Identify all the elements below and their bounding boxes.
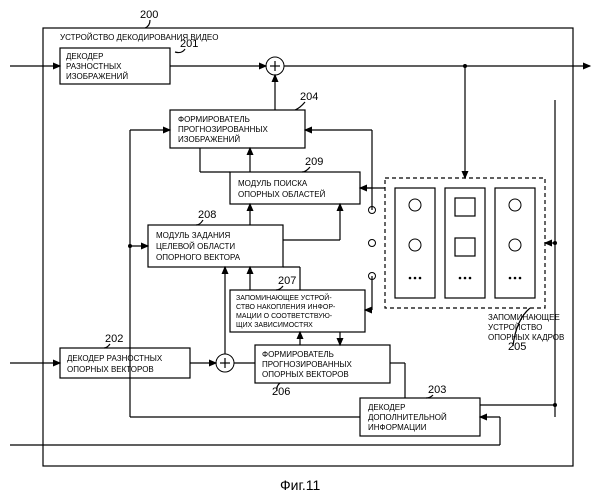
ref-202: 202 — [105, 333, 123, 345]
b206-l2: ПРОГНОЗИРОВАННЫХ — [262, 360, 352, 369]
b205-l2: УСТРОЙСТВО — [488, 323, 542, 332]
b202-l2: ОПОРНЫХ ВЕКТОРОВ — [67, 365, 154, 374]
b207-l3: МАЦИИ О СООТВЕТСТВУЮ- — [236, 313, 333, 320]
b209-l1: МОДУЛЬ ПОИСКА — [238, 179, 308, 188]
b208-l1: МОДУЛЬ ЗАДАНИЯ — [156, 231, 230, 240]
b209-l2: ОПОРНЫХ ОБЛАСТЕЙ — [238, 190, 326, 199]
ref-206: 206 — [272, 386, 290, 398]
b201-l1: ДЕКОДЕР — [66, 52, 103, 61]
ref-204: 204 — [300, 91, 318, 103]
ref-203: 203 — [428, 384, 446, 396]
ref-205: 205 — [508, 341, 526, 353]
b201-l3: ИЗОБРАЖЕНИЙ — [66, 72, 128, 81]
block-209 — [230, 172, 360, 204]
b204-l1: ФОРМИРОВАТЕЛЬ — [178, 115, 250, 124]
b207-l4: ЩИХ ЗАВИСИМОСТЯХ — [236, 322, 313, 329]
b206-l3: ОПОРНЫХ ВЕКТОРОВ — [262, 370, 349, 379]
b207-l2: СТВО НАКОПЛЕНИЯ ИНФОР- — [236, 304, 336, 311]
ref-207: 207 — [278, 275, 296, 287]
b208-l3: ОПОРНОГО ВЕКТОРА — [156, 253, 241, 262]
figure-caption: Фиг.11 — [280, 477, 320, 493]
ref-208: 208 — [198, 209, 216, 221]
b203-l3: ИНФОРМАЦИИ — [368, 423, 427, 432]
b202-l1: ДЕКОДЕР РАЗНОСТНЫХ — [67, 354, 163, 363]
b201-l2: РАЗНОСТНЫХ — [66, 62, 122, 71]
b203-l1: ДЕКОДЕР — [368, 403, 405, 412]
b207-l1: ЗАПОМИНАЮЩЕЕ УСТРОЙ- — [236, 293, 332, 302]
ref-201: 201 — [180, 38, 198, 50]
b208-l2: ЦЕЛЕВОЙ ОБЛАСТИ — [156, 242, 235, 251]
b204-l2: ПРОГНОЗИРОВАННЫХ — [178, 125, 268, 134]
ref-200: 200 — [140, 9, 158, 21]
b204-l3: ИЗОБРАЖЕНИЙ — [178, 135, 240, 144]
ref-209: 209 — [305, 156, 323, 168]
b203-l2: ДОПОЛНИТЕЛЬНОЙ — [368, 413, 447, 422]
b206-l1: ФОРМИРОВАТЕЛЬ — [262, 350, 334, 359]
